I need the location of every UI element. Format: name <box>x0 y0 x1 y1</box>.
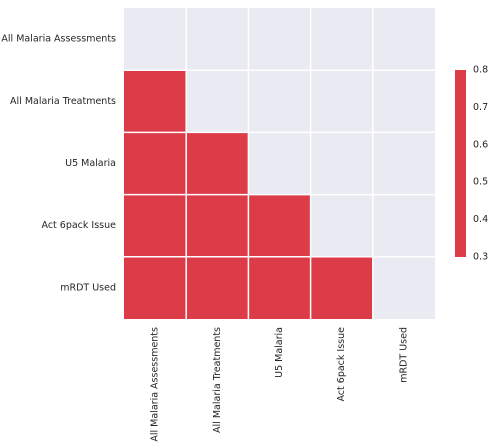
x-tick-label: mRDT Used <box>398 327 409 383</box>
colorbar-tick-label: 0.8 <box>473 65 488 76</box>
heatmap-cell-r1-c0 <box>124 70 187 133</box>
x-tick-label: Act 6pack Issue <box>336 327 347 402</box>
x-tick-label: All Malaria Treatments <box>212 327 223 433</box>
colorbar-tick-label: 0.6 <box>473 139 488 150</box>
heatmap-cell-r4-c1 <box>186 256 249 319</box>
heatmap-cell-r2-c0 <box>124 132 187 195</box>
heatmap-cell-r2-c1 <box>186 132 249 195</box>
colorbar-bar <box>455 70 466 257</box>
y-tick-label: mRDT Used <box>60 282 116 293</box>
heatmap-cells <box>124 70 373 319</box>
colorbar-tick-label: 0.7 <box>473 102 488 113</box>
colorbar-tick-label: 0.3 <box>473 252 488 263</box>
heatmap-cell-r4-c3 <box>310 256 373 319</box>
heatmap-cell-r4-c0 <box>124 256 187 319</box>
heatmap-cell-r3-c1 <box>186 194 249 257</box>
y-tick-label: Act 6pack Issue <box>41 220 116 231</box>
heatmap-cell-r4-c2 <box>248 256 311 319</box>
heatmap-cell-r3-c2 <box>248 194 311 257</box>
colorbar: 0.3 0.4 0.5 0.6 0.7 0.8 <box>455 65 488 263</box>
x-tick-labels: All Malaria Assessments All Malaria Treat… <box>150 327 410 442</box>
y-tick-label: All Malaria Assessments <box>1 34 116 45</box>
heatmap-cell-r3-c0 <box>124 194 187 257</box>
y-tick-label: U5 Malaria <box>65 158 116 169</box>
x-tick-label: All Malaria Assessments <box>150 327 161 442</box>
grid-lines <box>124 8 435 319</box>
y-tick-label: All Malaria Treatments <box>10 96 116 107</box>
x-tick-label: U5 Malaria <box>274 327 285 378</box>
y-tick-labels: All Malaria Assessments All Malaria Treat… <box>1 34 116 294</box>
colorbar-tick-label: 0.4 <box>473 214 488 225</box>
colorbar-tick-label: 0.5 <box>473 177 488 188</box>
